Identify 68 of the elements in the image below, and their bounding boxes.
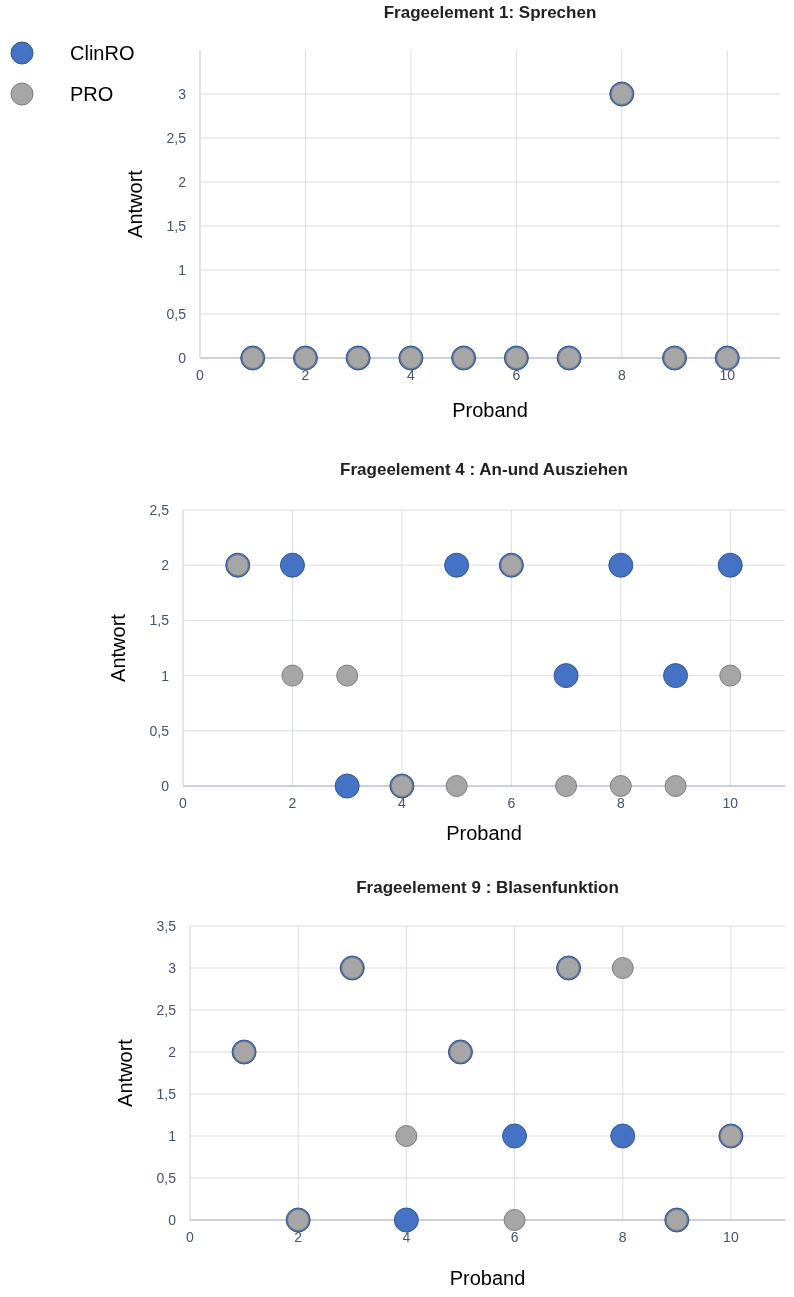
y-tick-label: 2 xyxy=(161,557,170,574)
point xyxy=(502,1123,528,1149)
y-axis-title: Antwort xyxy=(124,169,146,238)
x-tick-label: 10 xyxy=(722,795,739,811)
y-tick-label: 2 xyxy=(168,1043,177,1060)
x-tick-label: 10 xyxy=(723,1229,739,1245)
y-tick-label: 1 xyxy=(178,261,187,278)
point xyxy=(610,1123,636,1149)
point xyxy=(555,775,578,797)
y-tick-label: 1,5 xyxy=(156,1085,177,1102)
y-tick-label: 2,5 xyxy=(149,501,170,518)
point xyxy=(445,775,468,797)
y-tick-label: 0 xyxy=(178,349,187,366)
legend-label: ClinRO xyxy=(70,42,135,64)
point xyxy=(717,552,743,578)
point xyxy=(395,1125,418,1147)
point xyxy=(336,664,359,687)
x-tick-label: 4 xyxy=(407,367,416,383)
y-tick-label: 0,5 xyxy=(149,722,170,739)
x-tick-label: 2 xyxy=(301,367,310,383)
y-tick-label: 3 xyxy=(168,959,177,976)
y-tick-label: 0 xyxy=(161,777,170,794)
x-tick-label: 8 xyxy=(617,367,626,383)
x-axis-title: Proband xyxy=(446,822,522,844)
chart-title: Frageelement 9 : Blasenfunktion xyxy=(356,878,619,897)
x-tick-label: 8 xyxy=(616,795,625,811)
y-tick-label: 3,5 xyxy=(156,917,177,934)
x-tick-label: 8 xyxy=(618,1229,627,1245)
y-axis-title: Antwort xyxy=(114,1038,136,1107)
point xyxy=(611,957,634,979)
point xyxy=(503,1209,526,1231)
x-tick-label: 0 xyxy=(196,367,205,383)
y-tick-label: 2,5 xyxy=(166,129,187,146)
y-axis-title: Antwort xyxy=(107,613,129,682)
x-tick-label: 10 xyxy=(719,367,736,383)
legend-label: PRO xyxy=(70,83,114,105)
x-tick-label: 6 xyxy=(507,795,516,811)
x-tick-label: 2 xyxy=(288,795,297,811)
y-tick-label: 0,5 xyxy=(156,1169,177,1186)
y-tick-label: 1 xyxy=(161,667,170,684)
point xyxy=(553,663,579,689)
y-tick-label: 2 xyxy=(178,173,187,190)
y-tick-label: 0,5 xyxy=(166,305,187,322)
x-tick-label: 4 xyxy=(398,795,407,811)
point xyxy=(393,1207,419,1233)
point xyxy=(279,552,305,578)
x-tick-label: 4 xyxy=(402,1229,411,1245)
point xyxy=(608,552,634,578)
point xyxy=(663,663,689,689)
point xyxy=(609,775,632,797)
point xyxy=(281,664,304,687)
chart-title: Frageelement 4 : An-und Ausziehen xyxy=(340,460,628,479)
point xyxy=(444,552,470,578)
point xyxy=(664,775,687,797)
point xyxy=(719,664,742,687)
y-tick-label: 2,5 xyxy=(156,1001,177,1018)
x-tick-label: 6 xyxy=(510,1229,519,1245)
x-tick-label: 6 xyxy=(512,367,521,383)
y-tick-label: 1,5 xyxy=(166,217,187,234)
x-axis-title: Proband xyxy=(452,399,528,421)
x-tick-label: 2 xyxy=(294,1229,303,1245)
x-axis-title: Proband xyxy=(449,1267,526,1289)
point xyxy=(334,773,360,799)
y-tick-label: 0 xyxy=(168,1211,177,1228)
y-tick-label: 1 xyxy=(168,1127,177,1144)
y-tick-label: 1,5 xyxy=(149,612,170,629)
y-tick-label: 3 xyxy=(178,85,187,102)
chart-title: Frageelement 1: Sprechen xyxy=(383,3,597,22)
